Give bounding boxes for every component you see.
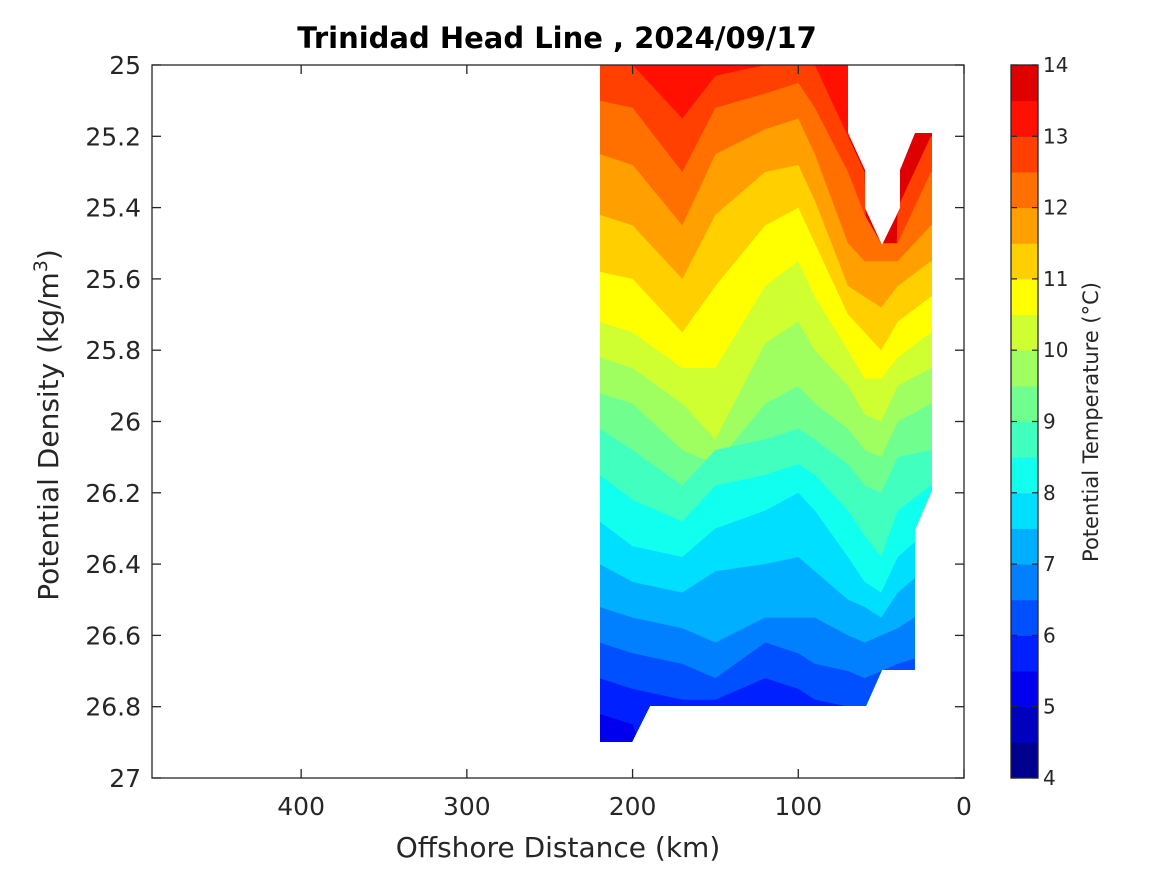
colorbar-tick-label: 6 xyxy=(1043,623,1056,647)
colorbar-tick-label: 8 xyxy=(1043,481,1056,505)
y-tick-label: 25.2 xyxy=(85,122,141,151)
colorbar-swatch xyxy=(1011,599,1038,636)
y-tick-label: 25.8 xyxy=(85,336,141,365)
colorbar-swatch xyxy=(1011,136,1038,173)
colorbar-swatch xyxy=(1011,528,1038,565)
plot-area: 400 300 200 100 0 25 25.2 25.4 25.6 25.8 26 26.2 26… xyxy=(85,51,972,821)
colorbar-label: Potential Temperature (°C) xyxy=(1079,282,1103,562)
x-axis-label: Offshore Distance (km) xyxy=(396,831,721,864)
y-tick-label: 26.8 xyxy=(85,693,141,722)
y-tick-label: 25 xyxy=(109,51,141,80)
y-axis-label-superscript: 3 xyxy=(30,260,52,272)
y-axis-label-close: ) xyxy=(32,249,65,260)
y-tick-label: 26 xyxy=(109,408,141,437)
y-tick-label: 27 xyxy=(109,764,141,793)
colorbar-tick-label: 12 xyxy=(1043,196,1068,220)
colorbar-tick-label: 10 xyxy=(1043,338,1068,362)
x-tick-label: 200 xyxy=(609,792,657,821)
x-axis-ticks: 400 300 200 100 0 xyxy=(277,65,972,821)
colorbar-swatch xyxy=(1011,742,1038,779)
y-tick-label: 26.2 xyxy=(85,479,141,508)
colorbar-swatch xyxy=(1011,65,1038,102)
colorbar-ticks: 4 5 6 7 8 9 10 11 12 13 14 xyxy=(1011,53,1068,790)
colorbar-swatches xyxy=(1011,65,1038,779)
y-tick-label: 25.6 xyxy=(85,265,141,294)
colorbar-swatch xyxy=(1011,171,1038,209)
x-tick-label: 0 xyxy=(956,792,972,821)
colorbar-tick-label: 5 xyxy=(1043,695,1056,719)
colorbar-tick-label: 7 xyxy=(1043,552,1056,576)
colorbar: 4 5 6 7 8 9 10 11 12 13 14 xyxy=(1010,53,1068,790)
y-axis-label-main: Potential Density (kg/m xyxy=(32,272,65,601)
colorbar-tick-label: 11 xyxy=(1043,267,1068,291)
x-tick-label: 400 xyxy=(277,792,325,821)
x-tick-label: 100 xyxy=(774,792,822,821)
y-tick-label: 26.6 xyxy=(85,621,141,650)
colorbar-swatch xyxy=(1011,635,1038,672)
colorbar-swatch xyxy=(1011,671,1038,708)
colorbar-swatch xyxy=(1011,564,1038,601)
colorbar-swatch xyxy=(1011,457,1038,494)
colorbar-swatch xyxy=(1011,314,1038,351)
colorbar-tick-label: 4 xyxy=(1043,766,1056,790)
colorbar-swatch xyxy=(1011,207,1038,244)
colorbar-swatch xyxy=(1011,492,1038,529)
y-tick-label: 26.4 xyxy=(85,550,141,579)
colorbar-swatch xyxy=(1011,243,1038,280)
colorbar-swatch xyxy=(1011,706,1038,743)
colorbar-swatch xyxy=(1011,278,1038,316)
colorbar-tick-label: 13 xyxy=(1043,124,1068,148)
y-axis-label: Potential Density (kg/m3) xyxy=(30,249,65,601)
colorbar-swatch xyxy=(1011,385,1038,422)
colorbar-swatch xyxy=(1011,350,1038,387)
colorbar-swatch xyxy=(1011,421,1038,458)
colorbar-swatch xyxy=(1011,100,1038,137)
x-tick-label: 300 xyxy=(443,792,491,821)
y-tick-label: 25.4 xyxy=(85,194,141,223)
chart-title: Trinidad Head Line , 2024/09/17 xyxy=(297,21,817,55)
y-axis-ticks: 25 25.2 25.4 25.6 25.8 26 26.2 26.4 26.6 26.8 27 xyxy=(85,51,964,793)
colorbar-tick-label: 9 xyxy=(1043,410,1056,434)
colorbar-tick-label: 14 xyxy=(1043,53,1068,77)
